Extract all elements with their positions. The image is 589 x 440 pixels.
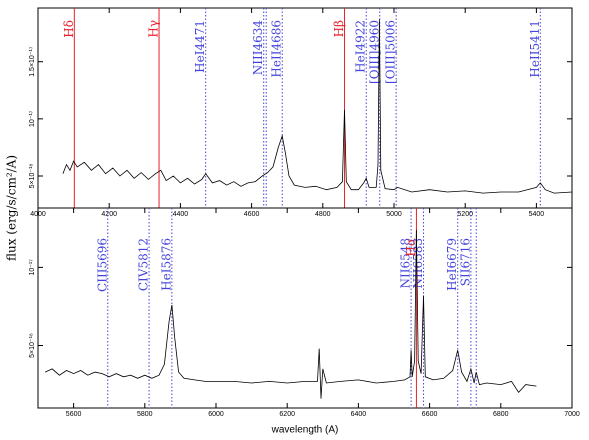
line-label: HeI4471 — [193, 20, 207, 73]
line-label: CIV5812 — [137, 238, 151, 291]
line-label: [OIII]5006 — [384, 20, 398, 84]
plot-frame — [37, 7, 573, 209]
x-tick-label: 4400 — [173, 211, 189, 218]
y-axis-label: flux (erg/s/cm²/A) — [5, 155, 19, 261]
line-label: Hα — [404, 238, 418, 257]
y-tick-label: 1.5×10⁻¹⁷ — [29, 46, 36, 77]
plot-frame — [37, 207, 573, 409]
y-tick-label: 5×10⁻¹⁸ — [29, 164, 36, 189]
line-label: CIII5696 — [95, 238, 109, 292]
line-label: NIII4634 — [251, 20, 265, 76]
x-tick-label: 6800 — [493, 411, 509, 418]
y-tick-label: 10⁻¹⁷ — [29, 110, 36, 127]
line-label: HeI5876 — [159, 238, 173, 291]
x-tick-label: 7000 — [564, 411, 580, 418]
line-label: Hγ — [147, 20, 161, 38]
line-label: Hβ — [332, 20, 346, 37]
x-tick-label: 6600 — [422, 411, 438, 418]
line-label: SII6716 — [458, 238, 472, 286]
x-tick-label: 6200 — [279, 411, 295, 418]
x-tick-label: 6000 — [208, 411, 224, 418]
x-tick-label: 4800 — [315, 211, 331, 218]
line-label: HeI6679 — [445, 238, 459, 291]
x-tick-label: 5600 — [66, 411, 82, 418]
x-tick-label: 5800 — [137, 411, 153, 418]
spectrum — [44, 229, 537, 399]
x-tick-label: 5200 — [457, 211, 473, 218]
line-label: [OIII]4960 — [367, 20, 381, 84]
y-tick-label: 10⁻¹⁷ — [29, 259, 36, 276]
x-tick-label: 4600 — [244, 211, 260, 218]
x-tick-label: 5400 — [529, 211, 545, 218]
spectrum — [62, 19, 573, 194]
line-label: HeII5411 — [528, 20, 542, 78]
line-label: NII6583 — [411, 238, 425, 289]
x-tick-label: 6400 — [351, 411, 367, 418]
line-label: NII6548 — [399, 238, 413, 289]
x-tick-label: 4200 — [101, 211, 117, 218]
line-label: HeI4922 — [354, 20, 368, 73]
y-tick-label: 5×10⁻¹⁸ — [29, 333, 36, 358]
x-axis-label: wavelength (A) — [271, 425, 339, 436]
line-label: HeII4686 — [270, 20, 284, 78]
x-tick-label: 5000 — [386, 211, 402, 218]
line-label: Hδ — [62, 20, 76, 38]
